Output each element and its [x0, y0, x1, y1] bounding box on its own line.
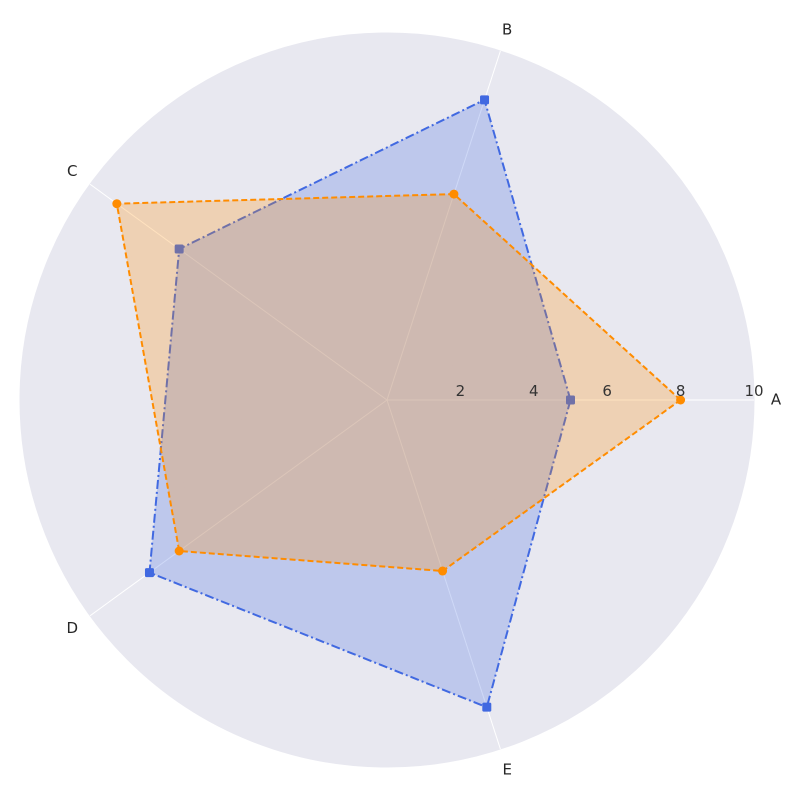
category-label-E: E: [502, 760, 511, 778]
series-2-line: [115, 193, 682, 572]
spoke-D: [89, 399, 388, 617]
series-1-line: [148, 98, 572, 709]
series-1-point-D: [144, 568, 154, 578]
radial-tick-label: 10: [744, 382, 763, 400]
category-label-C: C: [67, 162, 77, 180]
series-1-point-A: [566, 395, 575, 405]
radial-tick-label: 4: [529, 382, 539, 400]
radial-tick-label: 6: [602, 382, 612, 400]
radial-tick-label: 8: [676, 382, 686, 400]
series-1-point-E: [482, 702, 492, 712]
spoke-C: [89, 183, 388, 401]
radial-tick-label: 2: [456, 382, 466, 400]
series-1-point-B: [480, 95, 490, 105]
category-label-D: D: [67, 619, 79, 637]
series-2-point-A: [676, 395, 686, 405]
series-1-point-C: [174, 244, 184, 254]
category-label-A: A: [771, 391, 782, 409]
category-label-B: B: [502, 21, 512, 39]
series-2-point-B: [449, 189, 459, 199]
series-2-area: [116, 194, 681, 571]
series-2-point-E: [438, 566, 448, 576]
spoke-B: [386, 50, 501, 401]
series-2-point-C: [112, 199, 122, 209]
series-2-point-D: [174, 546, 184, 556]
